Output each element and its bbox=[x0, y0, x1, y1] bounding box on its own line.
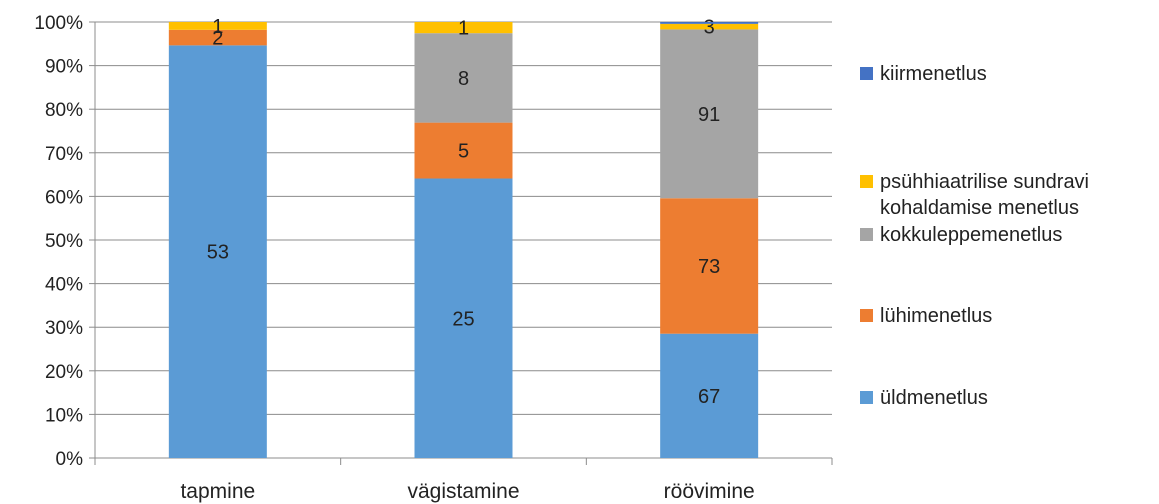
legend-swatch bbox=[860, 391, 873, 404]
y-tick-label: 30% bbox=[45, 318, 83, 339]
legend-label: kiirmenetlus bbox=[880, 63, 987, 85]
legend-swatch bbox=[860, 67, 873, 80]
legend-label: kokkuleppemenetlus bbox=[880, 224, 1062, 246]
y-tick-label: 20% bbox=[45, 362, 83, 383]
data-label: 1 bbox=[212, 16, 223, 38]
data-label: 3 bbox=[704, 17, 715, 39]
x-tick-label: vägistamine bbox=[407, 480, 519, 503]
y-tick-label: 40% bbox=[45, 275, 83, 296]
bar-segment bbox=[168, 22, 267, 30]
bar-segment bbox=[414, 22, 513, 34]
data-label: 2 bbox=[212, 28, 223, 50]
y-tick-label: 0% bbox=[56, 449, 84, 470]
bar-segment bbox=[414, 122, 513, 179]
y-tick-label: 90% bbox=[45, 57, 83, 78]
bar-segment bbox=[660, 29, 759, 199]
data-label: 25 bbox=[452, 308, 474, 330]
data-label: 91 bbox=[698, 104, 720, 126]
bar-segment bbox=[660, 333, 759, 458]
y-tick-label: 80% bbox=[45, 100, 83, 121]
legend-label: lühimenetlus bbox=[880, 305, 992, 327]
bar-segment bbox=[660, 198, 759, 334]
bar-segment bbox=[168, 29, 267, 46]
x-tick-label: röövimine bbox=[664, 480, 755, 503]
legend-swatch bbox=[860, 228, 873, 241]
y-tick-label: 60% bbox=[45, 187, 83, 208]
bar-segment bbox=[660, 23, 759, 30]
legend-swatch bbox=[860, 309, 873, 322]
legend-label: üldmenetlus bbox=[880, 387, 988, 409]
legend-label: psühhiaatrilise sundravi kohaldamise mene… bbox=[880, 171, 1089, 219]
y-tick-label: 10% bbox=[45, 405, 83, 426]
legend-swatch bbox=[860, 175, 873, 188]
y-tick-label: 50% bbox=[45, 231, 83, 252]
bar-segment bbox=[414, 33, 513, 123]
data-label: 73 bbox=[698, 256, 720, 278]
bar-segment bbox=[168, 45, 267, 458]
y-tick-label: 70% bbox=[45, 144, 83, 165]
data-label: 1 bbox=[458, 18, 469, 40]
bar-segment bbox=[660, 22, 759, 24]
data-label: 67 bbox=[698, 386, 720, 408]
bar-segment bbox=[414, 178, 513, 458]
y-tick-label: 100% bbox=[34, 13, 83, 34]
x-tick-label: tapmine bbox=[180, 480, 255, 503]
data-label: 8 bbox=[458, 68, 469, 90]
data-label: 5 bbox=[458, 141, 469, 163]
data-label: 53 bbox=[207, 242, 229, 264]
